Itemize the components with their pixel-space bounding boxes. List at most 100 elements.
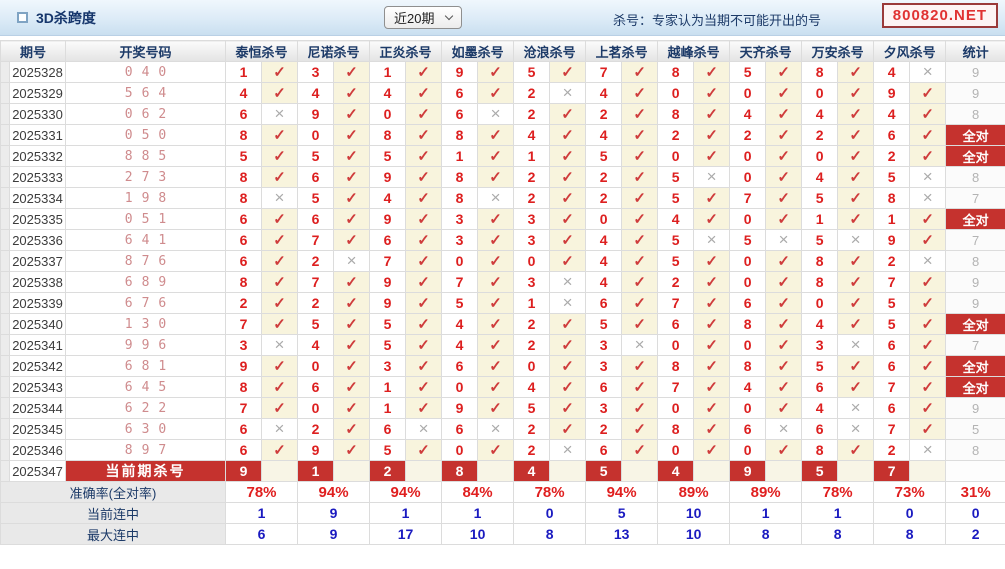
kill-number-cell: 0 [801,82,839,104]
kill-mark-cell: ✓ [333,145,371,167]
period-cell: 2025346 [8,439,67,461]
footer-label: 最大连中 [0,523,227,545]
check-icon: ✓ [417,399,430,417]
kill-mark-cell: × [477,418,515,440]
title-checkbox[interactable] [17,12,28,23]
kill-number-cell: 8 [801,271,839,293]
kill-number-cell: 9 [225,355,263,377]
kill-number-cell: 8 [441,124,479,146]
current-kill-number-cell: 2 [369,460,407,482]
kill-mark-cell: ✓ [837,61,875,83]
kill-mark-cell: ✓ [477,208,515,230]
kill-number-cell: 3 [513,271,551,293]
kill-number-cell: 5 [297,145,335,167]
kill-number-cell: 4 [585,250,623,272]
check-icon: ✓ [921,84,934,102]
kill-number-cell: 4 [369,187,407,209]
check-icon: ✓ [777,105,790,123]
check-icon: ✓ [849,441,862,459]
check-icon: ✓ [633,126,646,144]
footer-value-cell: 10 [657,523,731,545]
kill-mark-cell: ✓ [765,103,803,125]
check-icon: ✓ [345,315,358,333]
check-icon: ✓ [561,336,574,354]
kill-number-cell: 0 [657,145,695,167]
kill-number-cell: 2 [873,439,911,461]
kill-mark-cell: × [837,334,875,356]
check-icon: ✓ [561,420,574,438]
period-cell: 2025334 [8,187,67,209]
kill-number-cell: 2 [729,124,767,146]
check-icon: ✓ [777,399,790,417]
kill-mark-cell: ✓ [621,145,659,167]
kill-mark-cell: ✓ [549,61,587,83]
kill-number-cell: 5 [441,292,479,314]
table-row: 2025329 564 4 ✓ 4 ✓ 4 ✓ 6 ✓ 2 × 4 ✓ 0 ✓ 0 ✓ 0 ✓ 9 ✓ 9 [0,82,1005,104]
kill-mark-cell: ✓ [765,292,803,314]
kill-number-cell: 6 [225,250,263,272]
kill-mark-cell: ✓ [261,61,299,83]
kill-mark-cell: ✓ [621,355,659,377]
kill-number-cell: 5 [801,355,839,377]
kill-number-cell: 2 [513,334,551,356]
stat-cell: 8 [945,166,1005,188]
kill-mark-cell: ✓ [477,292,515,314]
check-icon: ✓ [633,315,646,333]
kill-number-cell: 7 [873,418,911,440]
kill-mark-cell: ✓ [837,250,875,272]
kill-mark-cell: ✓ [765,166,803,188]
check-icon: ✓ [345,63,358,81]
kill-mark-cell: ✓ [477,313,515,335]
kill-number-cell: 6 [873,397,911,419]
current-period-row: 2025347 当前期杀号 9 1 2 8 4 5 4 9 5 7 [0,460,1005,482]
kill-number-cell: 4 [801,103,839,125]
kill-number-cell: 1 [369,376,407,398]
footer-value-cell: 10 [657,502,731,524]
range-select[interactable]: 近20期 [384,6,463,29]
left-strip-cell [0,82,10,104]
left-strip-cell [0,460,10,482]
table-row: 2025328 040 1 ✓ 3 ✓ 1 ✓ 9 ✓ 5 ✓ 7 ✓ 8 ✓ 5 ✓ 8 ✓ 4 × 9 [0,61,1005,83]
kill-number-cell: 0 [657,439,695,461]
kill-mark-cell: ✓ [477,145,515,167]
check-icon: ✓ [417,441,430,459]
kill-mark-cell: ✓ [549,397,587,419]
left-strip-cell [0,103,10,125]
footer-value-cell: 1 [801,502,875,524]
check-icon: ✓ [417,105,430,123]
kill-number-cell: 1 [369,397,407,419]
kill-number-cell: 0 [513,250,551,272]
check-icon: ✓ [633,252,646,270]
kill-mark-cell: ✓ [837,439,875,461]
check-icon: ✓ [777,168,790,186]
left-strip-cell [0,397,10,419]
draw-numbers-cell: 198 [65,187,227,209]
column-header-killer-9: 夕风杀号 [873,40,947,62]
kill-mark-cell: ✓ [405,61,443,83]
kill-number-cell: 8 [225,124,263,146]
draw-numbers-cell: 876 [65,250,227,272]
kill-mark-cell: ✓ [909,124,947,146]
kill-number-cell: 8 [657,103,695,125]
column-header-period: 期号 [0,40,67,62]
kill-number-cell: 9 [369,271,407,293]
kill-mark-cell: ✓ [549,376,587,398]
check-icon: ✓ [345,84,358,102]
kill-mark-cell: ✓ [837,166,875,188]
check-icon: ✓ [705,357,718,375]
check-icon: ✓ [489,357,502,375]
kill-mark-cell: × [765,418,803,440]
check-icon: ✓ [345,231,358,249]
footer-label: 准确率(全对率) [0,481,227,503]
kill-number-cell: 6 [225,439,263,461]
current-kill-mark-cell [333,460,371,482]
cross-icon: × [562,439,573,459]
kill-number-cell: 5 [801,187,839,209]
kill-number-cell: 8 [657,61,695,83]
kill-mark-cell: ✓ [909,355,947,377]
check-icon: ✓ [777,441,790,459]
kill-mark-cell: ✓ [765,124,803,146]
kill-number-cell: 4 [441,334,479,356]
kill-mark-cell: × [549,271,587,293]
check-icon: ✓ [777,63,790,81]
